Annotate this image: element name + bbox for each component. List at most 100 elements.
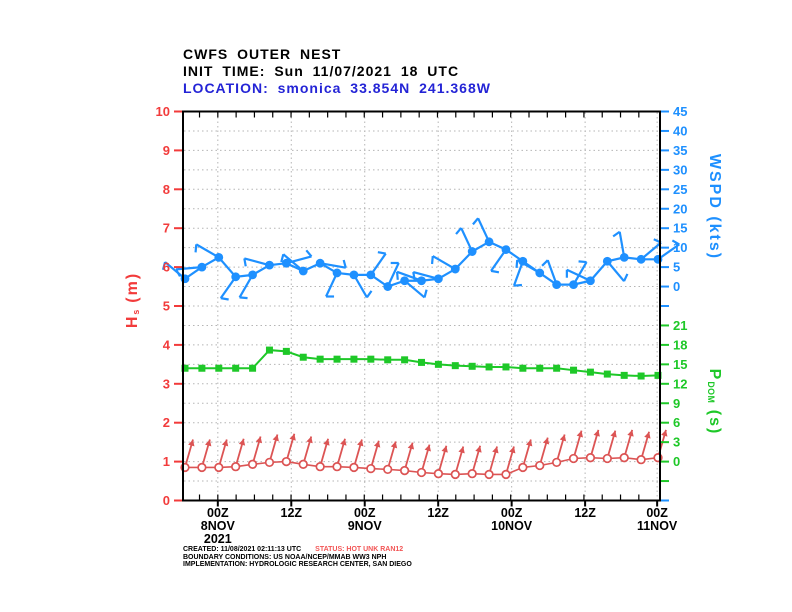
footer-block: CREATED: 11/08/2021 02:11:13 UTC STATUS: …: [183, 546, 412, 569]
wave-height-point: [366, 463, 376, 474]
period-point: [519, 364, 527, 372]
wave-height-point: [433, 469, 444, 479]
grid: [184, 112, 659, 500]
period-point: [620, 371, 628, 379]
wind-speed-point: [552, 280, 562, 290]
tick-label: 40: [673, 123, 687, 138]
tick-label: 12Z: [281, 506, 303, 520]
period-point: [654, 371, 662, 379]
tick-label: 9: [163, 143, 170, 158]
wave-height-point: [535, 460, 545, 471]
wind-speed-point: [383, 282, 393, 291]
wave-height-point: [602, 453, 612, 464]
tick-label: 12: [673, 376, 687, 391]
implementation-line: IMPLEMENTATION: HYDROLOGIC RESEARCH CENT…: [183, 561, 412, 568]
period-point: [536, 364, 544, 372]
tick-label: 3: [673, 435, 680, 450]
status-text: STATUS: HOT UNK RAN12: [315, 546, 404, 553]
wave-height-point: [518, 462, 528, 473]
period-point: [485, 363, 493, 371]
period-point: [333, 355, 341, 363]
wind-speed-point: [349, 270, 359, 280]
period-point: [603, 370, 611, 378]
tick-label: 10NOV: [491, 519, 533, 533]
tick-label: 3: [163, 376, 170, 391]
tick-label: 12Z: [574, 506, 596, 520]
created-timestamp: CREATED: 11/08/2021 02:11:13 UTC: [183, 546, 302, 553]
tick-label: 2: [163, 415, 170, 430]
wind-speed-point: [180, 274, 190, 284]
plot-title: CWFS OUTER NEST: [183, 46, 342, 62]
tick-label: 45: [673, 104, 687, 119]
tick-label: 00Z: [646, 506, 668, 520]
wave-height-point: [450, 469, 460, 480]
tick-label: 10: [156, 104, 170, 119]
wave-height-point: [467, 469, 477, 479]
wind-speed-point: [400, 276, 410, 286]
wind-speed-point: [197, 262, 207, 272]
tick-label: 25: [673, 182, 687, 197]
waveheight-series: [180, 429, 668, 480]
wind-speed-point: [619, 252, 629, 262]
tick-label: 11NOV: [637, 519, 678, 533]
wind-speed-point: [450, 264, 460, 274]
wind-speed-point: [298, 266, 308, 276]
wave-height-point: [332, 462, 342, 472]
wind-speed-point: [569, 280, 578, 290]
tick-label: 6: [163, 260, 170, 275]
period-point: [570, 366, 578, 374]
tick-label: 0: [163, 493, 170, 508]
tick-label: 20: [673, 201, 687, 216]
tick-label: 9: [673, 396, 680, 411]
title-block: CWFS OUTER NEST INIT TIME: Sun 11/07/202…: [183, 46, 491, 97]
period-point: [451, 362, 459, 370]
wind-speed-point: [332, 268, 342, 278]
footer-created-line: CREATED: 11/08/2021 02:11:13 UTC STATUS: …: [183, 546, 412, 554]
wave-height-point: [399, 465, 410, 476]
period-point: [586, 368, 594, 376]
tick-label: 15: [673, 221, 687, 236]
tick-label: 5: [163, 299, 170, 314]
wave-height-point: [231, 462, 241, 472]
period-point: [418, 358, 425, 366]
wave-height-point: [484, 469, 494, 480]
tick-label: 8: [163, 182, 170, 197]
wind-speed-point: [417, 276, 426, 286]
period-point: [468, 362, 476, 370]
period-point: [215, 364, 223, 372]
wind-speed-point: [433, 274, 443, 284]
wave-height-point: [197, 462, 207, 473]
tick-label: 2021: [204, 532, 232, 546]
tick-label: 0: [673, 279, 680, 294]
plot-frame: [182, 110, 661, 502]
tick-label: 21: [673, 318, 687, 333]
period-series: [181, 346, 662, 380]
wind-speed-point: [214, 252, 224, 262]
wave-height-point: [315, 462, 325, 472]
wind-speed-point: [265, 260, 274, 270]
wind-series: [161, 217, 680, 301]
period-point: [384, 356, 392, 364]
wind-speed-point: [248, 270, 257, 280]
period-point: [401, 356, 409, 364]
wave-height-point: [298, 459, 308, 469]
wind-speed-point: [315, 258, 325, 268]
wind-speed-point: [484, 237, 494, 247]
wind-speed-point: [366, 270, 376, 280]
wind-speed-point: [653, 254, 663, 264]
period-point: [502, 363, 510, 371]
period-point: [265, 346, 273, 354]
init-time-line: INIT TIME: Sun 11/07/2021 18 UTC: [183, 63, 460, 79]
period-point: [350, 355, 358, 363]
wind-speed-point: [602, 256, 612, 266]
wave-height-point: [416, 467, 427, 478]
period-point: [553, 364, 561, 372]
wave-height-point: [619, 453, 629, 463]
period-point: [232, 364, 240, 372]
wind-speed-point: [281, 258, 291, 268]
period-point: [316, 355, 324, 363]
tick-label: 1: [163, 454, 170, 469]
tick-label: 12Z: [427, 506, 449, 520]
